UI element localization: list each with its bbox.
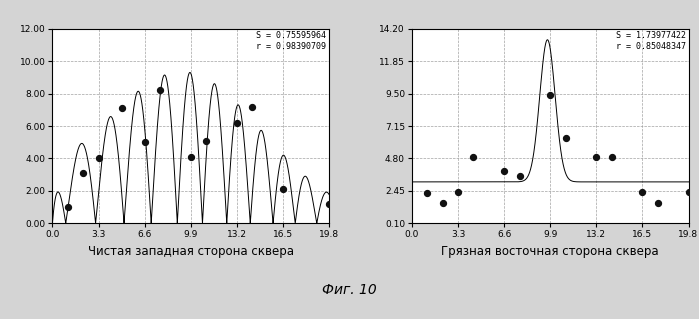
Point [498,168,510,174]
Point [117,106,128,111]
Point [62,204,73,210]
Point [545,93,556,98]
Point [452,189,463,194]
Point [560,135,571,140]
Point [247,104,258,109]
Point [468,154,479,160]
Point [93,156,104,161]
X-axis label: Грязная восточная сторона сквера: Грязная восточная сторона сквера [442,245,659,258]
Point [201,138,212,143]
Point [231,120,243,125]
Point [637,189,648,194]
Point [324,201,335,206]
Point [185,154,196,160]
Point [606,154,617,160]
Point [78,170,89,175]
X-axis label: Чистая западная сторона сквера: Чистая западная сторона сквера [87,245,294,258]
Point [683,189,694,194]
Point [154,88,166,93]
Point [278,187,289,192]
Point [591,154,602,160]
Point [139,140,150,145]
Text: S = 0.75595964
r = 0.98390709: S = 0.75595964 r = 0.98390709 [257,31,326,51]
Text: S = 1.73977422
r = 0.85048347: S = 1.73977422 r = 0.85048347 [616,31,686,51]
Point [421,190,433,196]
Text: Фиг. 10: Фиг. 10 [322,283,377,297]
Point [437,200,448,205]
Point [652,200,663,205]
Point [514,174,525,179]
